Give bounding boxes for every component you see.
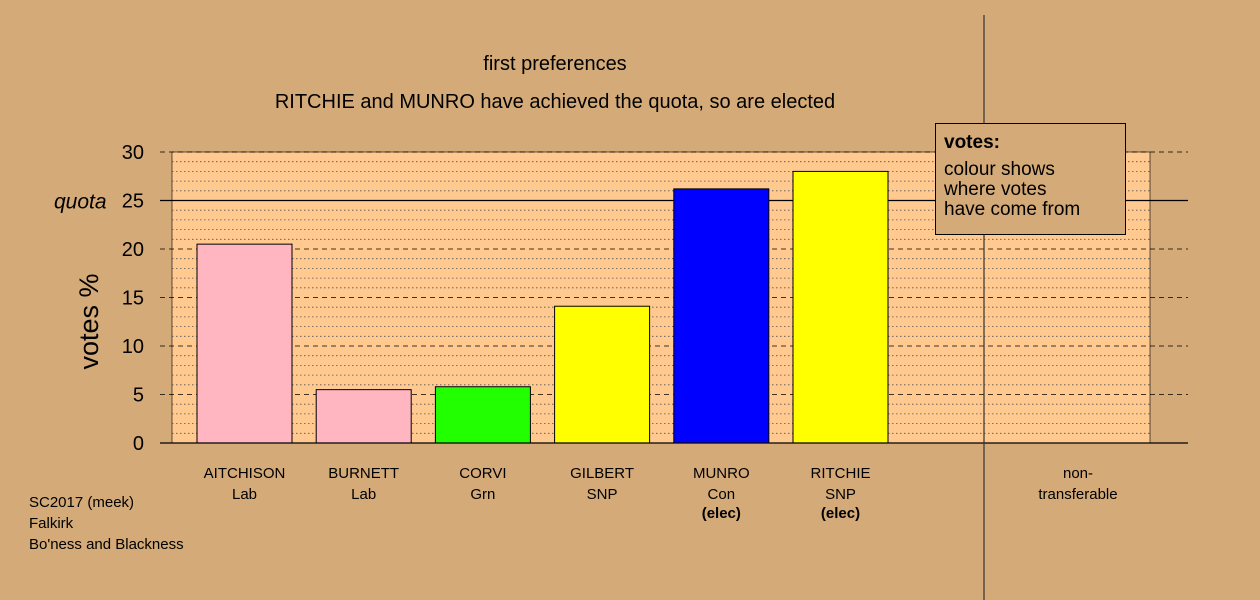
- footer-line-2: Falkirk: [29, 515, 74, 532]
- y-tick-label: 30: [122, 142, 144, 164]
- footer-line-1: SC2017 (meek): [29, 494, 135, 511]
- bar-burnett: [315, 389, 412, 444]
- y-tick-label: 5: [133, 385, 144, 407]
- legend-body: colour shows where votes have come from: [944, 159, 1081, 220]
- bar-ritchie: [792, 170, 889, 444]
- candidate-party: Grn: [470, 486, 495, 503]
- nontransferable-label-2: transferable: [1038, 486, 1117, 503]
- bar-corvi: [434, 386, 531, 444]
- quota-label: quota: [54, 191, 107, 214]
- bar-munro: [673, 188, 770, 444]
- y-tick-label: 20: [122, 239, 144, 261]
- legend-box: votes: colour shows where votes have com…: [935, 123, 1126, 235]
- candidate-name: GILBERT: [570, 465, 634, 482]
- candidate-name: CORVI: [459, 465, 506, 482]
- candidate-party: Lab: [232, 486, 257, 503]
- candidate-party: SNP: [825, 486, 856, 503]
- candidate-status: (elec): [702, 505, 741, 522]
- y-axis-title: votes %: [74, 273, 104, 369]
- y-tick-label: 0: [133, 433, 144, 455]
- candidate-name: AITCHISON: [204, 465, 286, 482]
- nontransferable-label-1: non-: [1063, 465, 1093, 482]
- bar-gilbert: [554, 305, 651, 444]
- candidate-party: Lab: [351, 486, 376, 503]
- bar-aitchison: [196, 243, 293, 444]
- y-tick-label: 25: [122, 191, 144, 213]
- candidate-name: RITCHIE: [811, 465, 871, 482]
- footer-info: SC2017 (meek) Falkirk Bo'ness and Blackn…: [29, 492, 184, 555]
- legend-heading: votes:: [944, 132, 1000, 153]
- y-tick-label: 10: [122, 336, 144, 358]
- chart-title: first preferences: [483, 53, 627, 75]
- footer-line-3: Bo'ness and Blackness: [29, 536, 184, 553]
- candidate-party: SNP: [587, 486, 618, 503]
- candidate-party: Con: [708, 486, 736, 503]
- y-tick-label: 15: [122, 288, 144, 310]
- chart-subtitle: RITCHIE and MUNRO have achieved the quot…: [274, 91, 836, 113]
- candidate-name: BURNETT: [328, 465, 399, 482]
- candidate-name: MUNRO: [693, 465, 750, 482]
- candidate-status: (elec): [821, 505, 860, 522]
